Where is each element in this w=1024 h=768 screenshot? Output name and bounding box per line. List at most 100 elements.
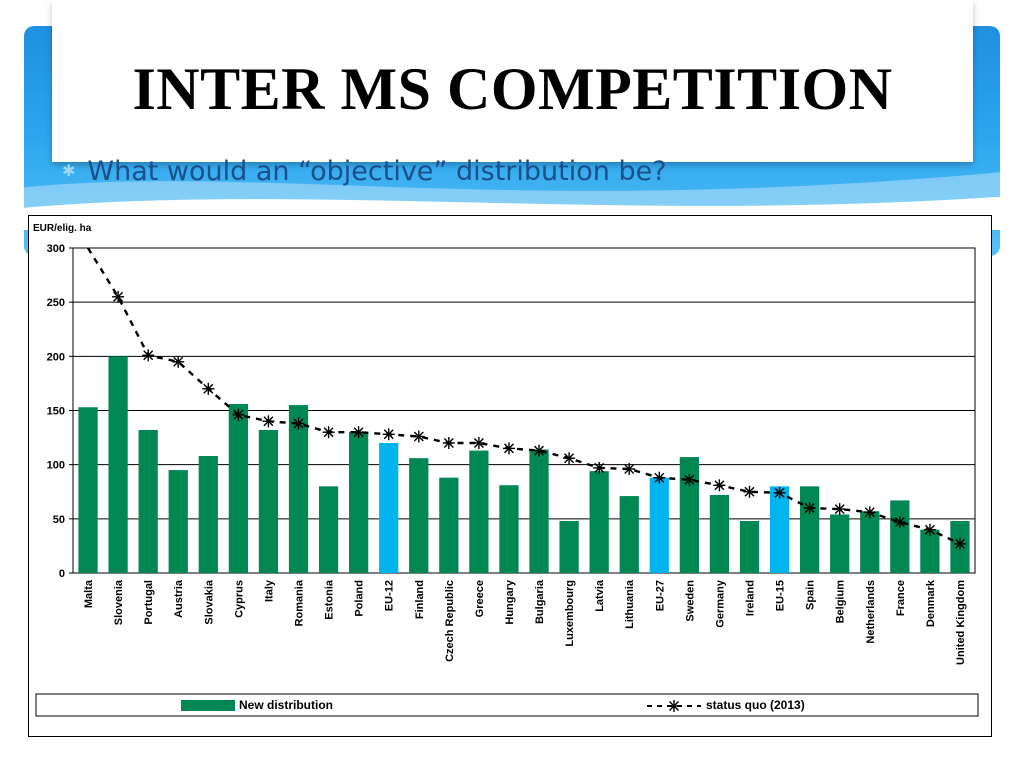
status-quo-point [262,415,275,428]
bar-netherlands [860,511,880,573]
y-tick-label: 50 [53,514,65,526]
x-tick-label: Sweden [684,580,696,622]
bar-denmark [920,529,940,573]
bar-cyprus [228,404,248,573]
bar-slovenia [108,356,128,573]
bar-spain [800,486,820,573]
bar-bulgaria [529,449,549,573]
title-box: INTER MS COMPETITION [52,0,973,162]
x-tick-label: Portugal [143,580,155,625]
x-tick-label: Finland [414,580,426,619]
bar-eu-12 [379,443,399,573]
bar-france [890,500,910,573]
x-tick-label: EU-15 [775,580,787,611]
x-tick-label: Hungary [504,579,516,625]
bar-eu-27 [649,477,669,573]
status-quo-point [773,486,786,499]
status-quo-point [382,428,395,441]
status-quo-point [352,426,365,439]
status-quo-point [863,506,876,519]
bullet-point: ✱ What would an “objective” distribution … [62,156,667,187]
status-quo-point [623,463,636,475]
x-tick-label: Netherlands [865,580,877,644]
bar-czech-republic [439,477,459,573]
x-tick-label: Poland [354,580,366,617]
x-tick-label: Belgium [835,580,847,624]
status-quo-point [292,417,305,430]
status-quo-point [172,355,185,368]
x-tick-label: Lithuania [624,579,636,629]
bar-lithuania [619,496,639,573]
chart-frame: EUR/elig. ha 0 50 100 150 200 250 300 Malta Slo… [28,215,992,737]
x-tick-labels: Malta Slovenia Portugal Austria Slovakia Cypr… [83,579,967,665]
bar-estonia [318,486,339,573]
status-quo-point [142,349,155,362]
status-quo-point [442,437,455,449]
legend-box [35,693,979,717]
x-tick-label: Germany [714,579,726,628]
bar-hungary [499,485,519,573]
status-quo-point [743,485,756,498]
status-quo-point [923,523,936,536]
y-tick-label: 0 [59,568,65,580]
x-tick-label: Austria [173,579,185,618]
bar-luxembourg [559,521,579,573]
legend-swatch-status-quo [647,700,701,712]
x-tick-label: Spain [805,580,817,610]
status-quo-line [86,247,966,550]
bar-romania [288,405,309,573]
x-tick-label: Ireland [745,580,757,616]
x-tick-label: Luxembourg [564,580,576,647]
bar-line-chart: EUR/elig. ha 0 50 100 150 200 250 300 Malta Slo… [33,223,979,717]
status-quo-point [112,290,125,303]
x-tick-label: Denmark [925,579,937,627]
bar-portugal [138,430,158,573]
x-tick-label: United Kingdom [955,580,967,665]
bars [78,356,970,573]
y-tick-labels: 0 50 100 150 200 250 300 [47,243,65,580]
status-quo-point [563,452,576,465]
status-quo-point [954,537,966,550]
status-quo-point [593,461,606,474]
status-quo-point [503,442,515,455]
x-tick-label: Greece [474,580,486,617]
status-quo-point [232,408,245,421]
status-quo-point [653,471,666,484]
x-tick-label: Czech Republic [444,580,456,662]
bar-belgium [830,514,850,573]
bar-sweden [679,457,699,573]
x-tick-label: Bulgaria [534,579,546,624]
bar-slovakia [198,456,218,573]
y-tick-label: 200 [47,351,65,363]
x-tick-label: EU-12 [384,580,396,611]
grid-lines [69,247,976,574]
bar-eu-15 [769,486,790,573]
bar-greece [469,450,489,573]
x-tick-label: Cyprus [233,580,245,618]
status-quo-path [86,247,961,545]
legend-swatch-new [181,700,235,711]
status-quo-point [683,473,696,486]
y-tick-label: 150 [47,406,65,418]
x-tick-label: Slovenia [113,579,125,625]
bullet-star-icon: ✱ [62,161,76,180]
bar-finland [409,458,429,573]
bar-germany [709,495,730,573]
status-quo-point [893,516,906,529]
bar-poland [349,432,369,573]
status-quo-point [412,430,425,443]
status-quo-point [472,437,485,449]
y-tick-label: 100 [47,460,65,472]
bar-ireland [739,521,760,573]
x-tick-label: Italy [263,579,275,602]
y-tick-label: 250 [47,297,65,309]
status-quo-point [833,503,846,516]
legend-label-status-quo: status quo (2013) [706,698,805,712]
y-tick-label: 300 [47,243,65,255]
slide-title: INTER MS COMPETITION [132,56,893,122]
x-tick-label: EU-27 [654,580,666,611]
legend-label-new: New distribution [239,698,333,712]
bar-austria [168,470,188,573]
status-quo-point [202,382,215,395]
status-quo-point [803,502,816,514]
